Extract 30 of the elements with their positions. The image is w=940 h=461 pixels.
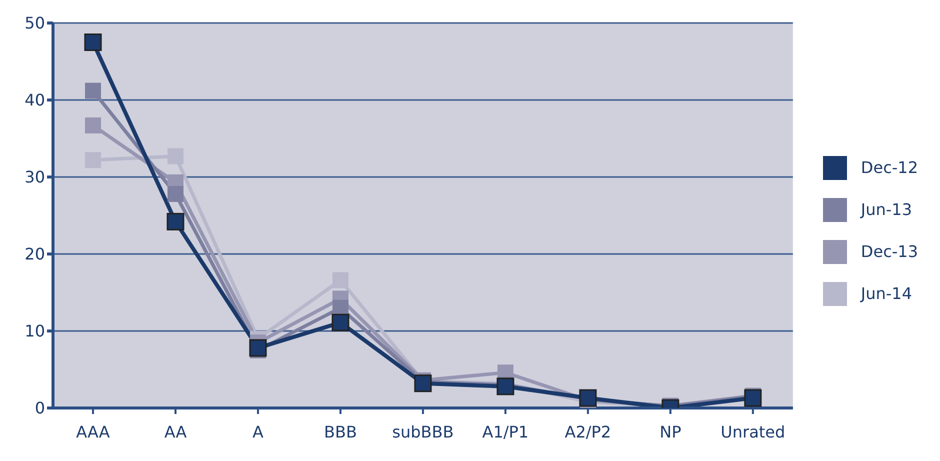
point bbox=[85, 82, 101, 99]
y-tick-label: 50 bbox=[24, 14, 45, 33]
point bbox=[496, 378, 514, 396]
legend-label: Jun-13 bbox=[860, 200, 912, 219]
x-tick-label: A1/P1 bbox=[482, 422, 529, 442]
x-tick-label: A bbox=[252, 422, 264, 442]
x-tick-label: BBB bbox=[324, 422, 357, 442]
y-tick-label: 40 bbox=[24, 90, 45, 110]
x-tick-label: AA bbox=[164, 422, 187, 442]
legend-label: Jun-14 bbox=[860, 284, 912, 303]
y-tick-label: 20 bbox=[24, 244, 45, 264]
point bbox=[85, 152, 101, 168]
point bbox=[166, 212, 184, 230]
point bbox=[332, 272, 348, 288]
y-tick-label: 30 bbox=[24, 168, 45, 187]
y-tick-label: 10 bbox=[24, 322, 45, 341]
x-tick-label: AAA bbox=[76, 422, 110, 442]
y-tick-label: 0 bbox=[34, 398, 45, 418]
point bbox=[85, 117, 101, 134]
x-tick-label: A2/P2 bbox=[564, 422, 612, 442]
point bbox=[332, 314, 350, 332]
x-tick-label: Unrated bbox=[720, 422, 786, 442]
point bbox=[167, 148, 184, 164]
x-tick-label: NP bbox=[660, 422, 682, 442]
legend-label: Dec-12 bbox=[860, 158, 918, 177]
x-tick-label: subBBB bbox=[392, 422, 454, 442]
point bbox=[414, 374, 432, 392]
legend-label: Dec-13 bbox=[860, 242, 918, 261]
point bbox=[167, 186, 184, 202]
point bbox=[84, 34, 102, 51]
